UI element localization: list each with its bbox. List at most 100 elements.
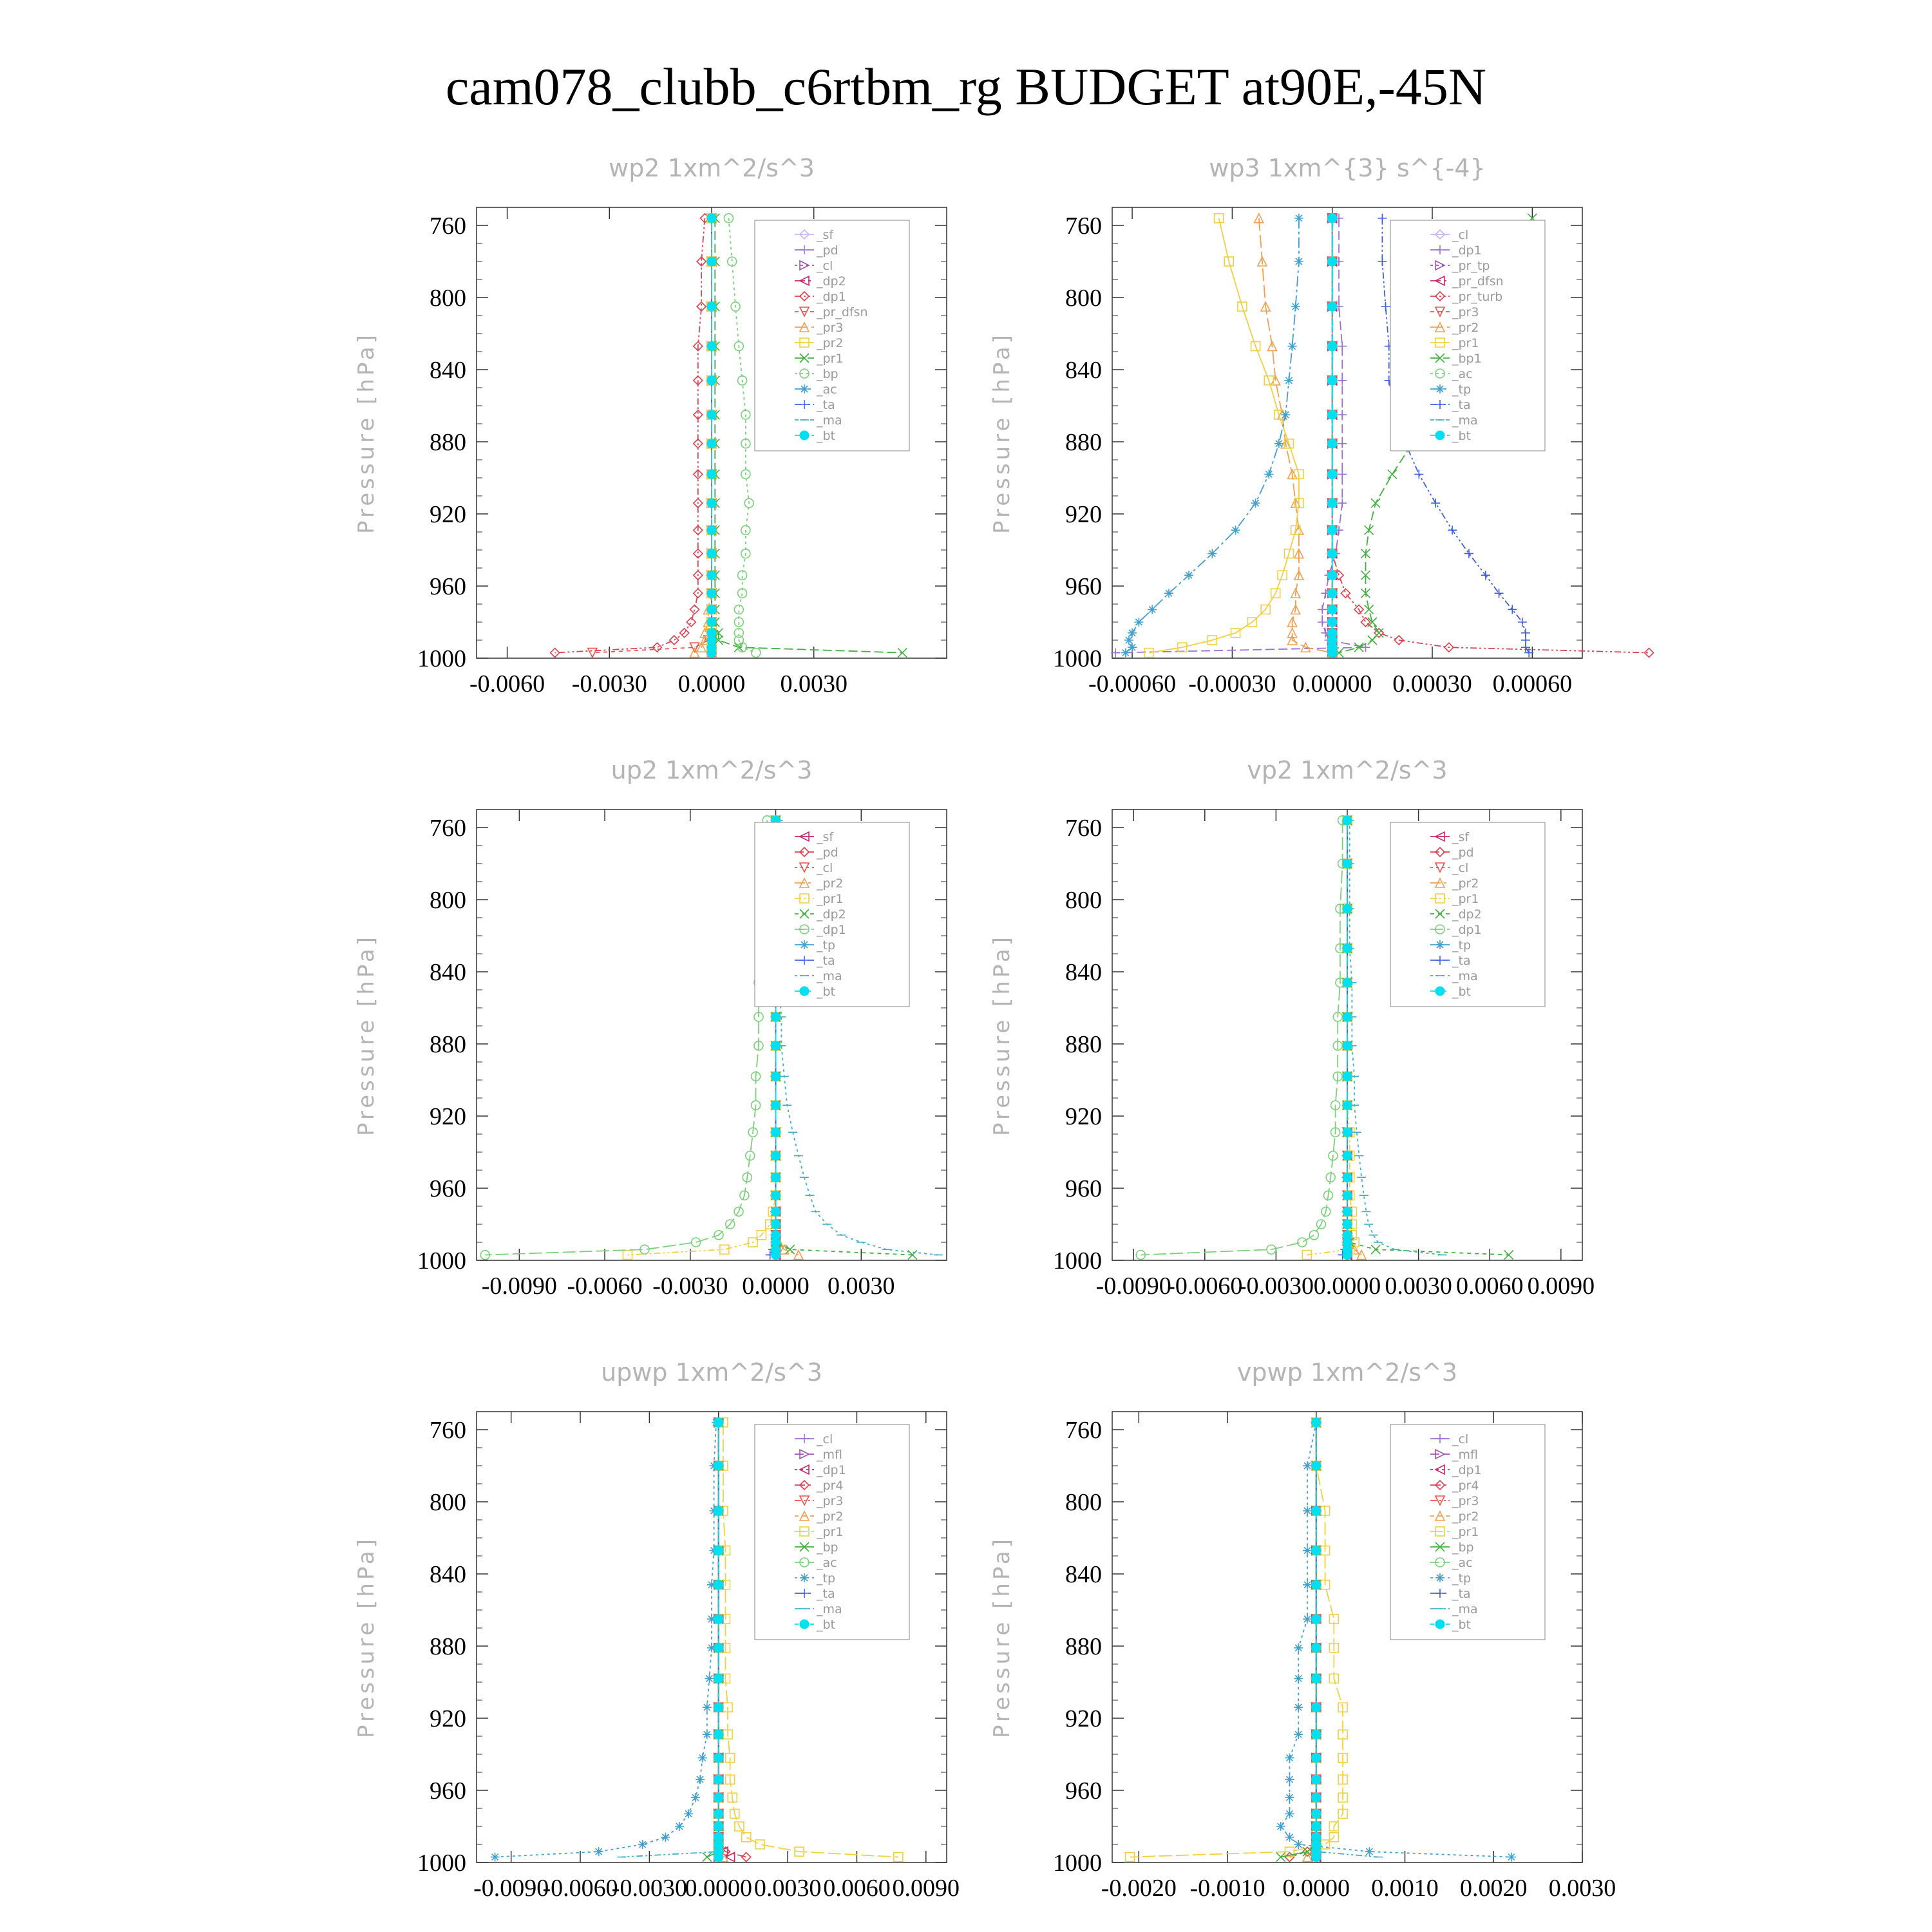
legend-label: _pr4 [1452,1479,1479,1493]
data-point [1387,469,1397,479]
data-point [706,341,717,352]
data-point [1285,1775,1294,1785]
legend-label: _mfl [816,1448,842,1462]
data-point [714,1753,724,1763]
y-tick-label: 760 [430,815,466,842]
legend-label: _bt [1452,429,1471,443]
data-point [1329,1614,1340,1624]
x-tick-label: 0.0090 [1528,1273,1595,1300]
x-tick-label: 0.0000 [685,1875,752,1902]
series-bt [714,1417,724,1862]
legend-label: _ta [816,398,835,412]
data-point [1517,618,1527,627]
data-point [1338,1729,1348,1739]
data-point [692,498,703,509]
data-point [714,1506,724,1516]
legend-item: _cl [795,1432,833,1446]
data-point [1327,439,1338,449]
data-point [1302,1851,1313,1862]
data-point [1342,1250,1352,1260]
data-point [739,1190,750,1200]
data-point [692,548,703,559]
data-point [1360,549,1371,559]
data-point [1144,647,1154,658]
data-point [1260,301,1271,312]
legend-label: _cl [816,861,833,875]
data-point [1311,1821,1321,1832]
data-point [1264,469,1274,479]
data-point [1311,1808,1321,1819]
legend-item: _pr_dfsn [1430,274,1504,289]
data-point [1367,617,1378,627]
y-tick-label: 800 [1065,1489,1102,1516]
legend-label: _pd [816,243,838,258]
data-point [1311,1614,1321,1624]
series-dp1 [549,213,710,658]
data-point [1311,1506,1321,1516]
data-point [706,256,717,267]
data-point [1311,1729,1321,1739]
legend-item: _dp1 [1430,243,1482,258]
legend-item: _sf [795,228,834,242]
series-line [1258,218,1332,654]
data-point [1276,1852,1286,1862]
legend-label: _pr_turb [1452,290,1502,304]
x-tick-label: 0.0000 [678,670,746,697]
legend-label: _tp [1452,383,1471,397]
legend-label: _ac [1452,367,1473,381]
data-point [1342,978,1352,988]
data-point [1311,1852,1321,1862]
data-point [692,588,703,599]
data-point [771,1250,781,1260]
data-point [1294,213,1303,223]
data-point [794,1846,804,1857]
data-point [1342,1127,1352,1137]
legend-label: _bp [816,1540,838,1555]
legend-label: _pr2 [1452,321,1479,335]
legend-item: _dp1 [1430,1463,1482,1477]
data-point [1323,1190,1334,1200]
data-point [1524,648,1534,658]
legend: _sf_pd_cl_dp2_dp1_pr_dfsn _pr3_pr2 _pr1_bp… [754,220,910,451]
data-point [707,1643,716,1653]
x-tick-label: -0.00030 [1188,670,1276,697]
data-point [734,617,744,627]
legend-item: _ta [795,398,835,412]
data-point [1111,648,1121,658]
data-point [1481,571,1490,580]
legend-item: _pd [1430,846,1474,860]
data-point [714,1808,724,1819]
data-point [1260,604,1271,615]
legend-label: _pd [1452,846,1474,860]
data-point [1134,618,1144,627]
x-tick-label: 0.0030 [1385,1273,1452,1300]
data-point [1329,1673,1340,1684]
data-point [1135,1249,1146,1260]
legend-item: _ma [1430,413,1478,428]
data-point [706,648,717,658]
data-point [734,341,744,352]
data-point [1342,1172,1352,1182]
data-point [897,648,907,658]
y-tick-label: 1000 [1053,645,1102,672]
data-point [1303,1580,1312,1589]
y-tick-label: 880 [1065,1633,1102,1660]
data-point [1329,1832,1340,1842]
y-tick-label: 920 [430,1103,466,1130]
data-point [730,301,741,312]
legend-item: _pr2 [795,876,843,891]
data-point [1231,526,1240,535]
legend-item: _dp1 [795,1463,846,1477]
data-point [714,1614,724,1624]
data-point [750,647,761,658]
data-point [753,1041,764,1051]
legend-item: _pr2 [795,1510,843,1524]
legend-label: _pr2 [1452,876,1479,891]
data-point [1311,1461,1321,1471]
data-point [1342,1219,1352,1229]
series-pr1 [1144,213,1304,658]
data-point [1284,1846,1295,1857]
data-point [1327,588,1338,598]
data-point [741,1832,752,1842]
legend-label: _pr_dfsn [816,305,868,319]
